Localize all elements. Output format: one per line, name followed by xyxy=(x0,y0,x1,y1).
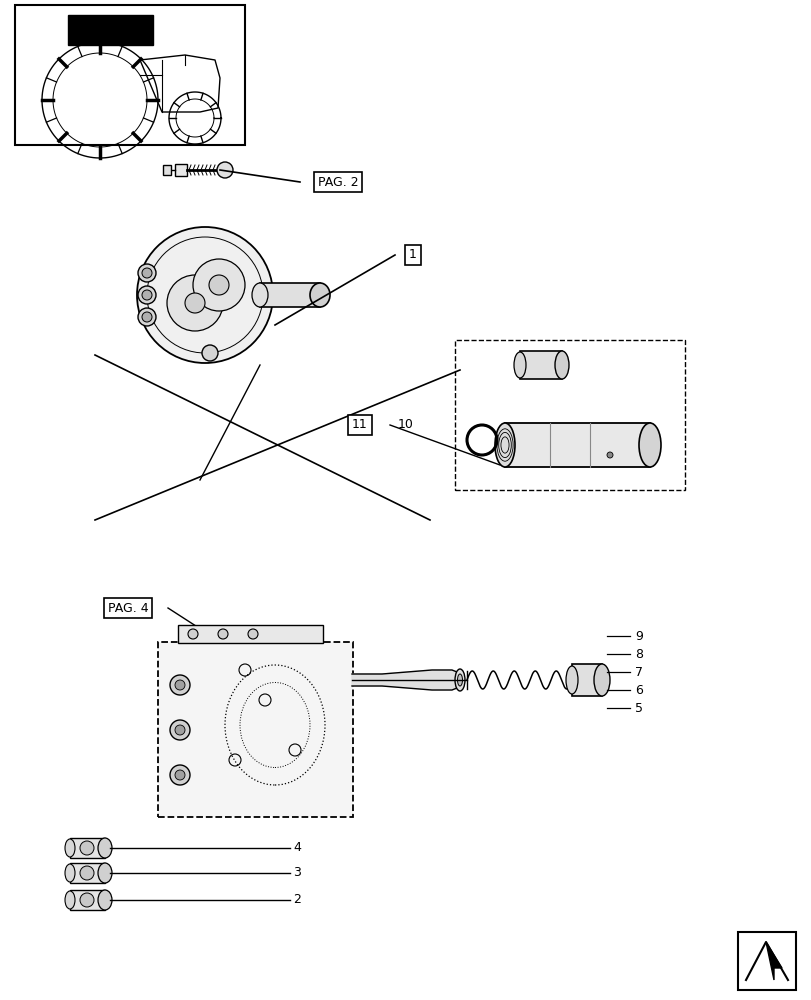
Polygon shape xyxy=(765,942,781,980)
Circle shape xyxy=(80,841,94,855)
Text: 2: 2 xyxy=(293,894,301,906)
Polygon shape xyxy=(745,942,787,980)
Circle shape xyxy=(80,893,94,907)
Bar xyxy=(175,164,187,176)
Circle shape xyxy=(169,720,190,740)
Bar xyxy=(70,863,105,883)
Bar xyxy=(158,642,353,817)
Ellipse shape xyxy=(310,283,329,307)
Ellipse shape xyxy=(251,283,268,307)
Circle shape xyxy=(217,629,228,639)
Bar xyxy=(70,838,105,858)
Ellipse shape xyxy=(65,839,75,857)
Ellipse shape xyxy=(454,669,465,691)
Bar xyxy=(504,423,649,467)
Text: 8: 8 xyxy=(634,648,642,660)
Ellipse shape xyxy=(65,864,75,882)
Ellipse shape xyxy=(457,674,462,686)
Circle shape xyxy=(169,765,190,785)
Bar xyxy=(178,625,323,643)
Circle shape xyxy=(175,770,185,780)
Text: 11: 11 xyxy=(352,418,367,432)
Circle shape xyxy=(137,227,272,363)
Circle shape xyxy=(247,629,258,639)
Ellipse shape xyxy=(98,863,112,883)
Bar xyxy=(163,165,171,175)
Bar xyxy=(68,15,152,45)
Text: 3: 3 xyxy=(293,866,301,880)
Circle shape xyxy=(142,290,152,300)
Text: 7: 7 xyxy=(634,666,642,678)
Circle shape xyxy=(169,675,190,695)
Bar xyxy=(737,932,795,990)
Text: PAG. 4: PAG. 4 xyxy=(108,601,148,614)
Bar xyxy=(70,890,105,910)
Ellipse shape xyxy=(98,838,112,858)
Text: 1: 1 xyxy=(409,248,416,261)
Text: 6: 6 xyxy=(634,684,642,696)
Ellipse shape xyxy=(65,891,75,909)
Circle shape xyxy=(188,629,198,639)
Bar xyxy=(454,340,684,490)
Circle shape xyxy=(185,293,204,313)
Circle shape xyxy=(193,259,245,311)
Ellipse shape xyxy=(98,890,112,910)
Circle shape xyxy=(142,312,152,322)
Circle shape xyxy=(607,452,612,458)
Ellipse shape xyxy=(554,351,569,379)
Circle shape xyxy=(202,345,217,361)
Bar xyxy=(519,351,561,379)
Circle shape xyxy=(138,264,156,282)
Ellipse shape xyxy=(513,352,526,378)
Circle shape xyxy=(138,286,156,304)
Ellipse shape xyxy=(594,664,609,696)
Circle shape xyxy=(217,162,233,178)
Circle shape xyxy=(138,308,156,326)
Circle shape xyxy=(175,680,185,690)
Circle shape xyxy=(167,275,223,331)
Circle shape xyxy=(80,866,94,880)
Polygon shape xyxy=(351,670,461,690)
Ellipse shape xyxy=(565,666,577,694)
Circle shape xyxy=(208,275,229,295)
Ellipse shape xyxy=(495,423,514,467)
Circle shape xyxy=(142,268,152,278)
Bar xyxy=(571,664,601,696)
Text: PAG. 2: PAG. 2 xyxy=(317,176,358,189)
Bar xyxy=(260,283,320,307)
Circle shape xyxy=(175,725,185,735)
Bar xyxy=(15,5,245,145)
Ellipse shape xyxy=(638,423,660,467)
Text: 4: 4 xyxy=(293,841,301,854)
Text: 9: 9 xyxy=(634,630,642,642)
Text: 5: 5 xyxy=(634,702,642,714)
Text: 10: 10 xyxy=(397,418,414,432)
